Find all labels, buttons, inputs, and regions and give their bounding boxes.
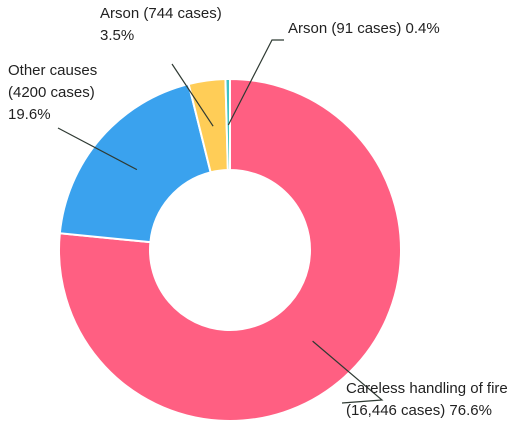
leader-arson-744 (171, 63, 214, 127)
label-arson-744-line-1: Arson (744 cases) (100, 5, 222, 22)
leader-lines-layer (57, 39, 384, 404)
label-arson-744-line-2: 3.5% (100, 27, 135, 44)
slice-careless-handling (58, 77, 402, 422)
label-other-causes: Other causes (4200 cases) 19.6% (8, 60, 97, 126)
label-other-line-1: Other causes (8, 62, 98, 79)
label-other-line-3: 19.6% (8, 106, 51, 123)
label-arson-744: Arson (744 cases) 3.5% (100, 3, 222, 47)
label-arson-91: Arson (91 cases) 0.4% (288, 18, 440, 40)
slice-other-causes (58, 82, 212, 244)
slice-arson-91 (224, 77, 231, 172)
leader-arson-91 (227, 39, 284, 126)
label-careless-line-1: Careless handling of fire (346, 380, 508, 397)
leader-other-causes (57, 127, 138, 171)
label-arson-91-line-1: Arson (91 cases) 0.4% (288, 20, 440, 37)
label-careless-handling: Careless handling of fire (16,446 cases)… (346, 378, 508, 422)
slices-layer (58, 77, 402, 422)
label-other-line-2: (4200 cases) (8, 84, 95, 101)
leader-careless-handling (312, 340, 384, 404)
label-careless-line-2: (16,446 cases) 76.6% (346, 402, 492, 419)
